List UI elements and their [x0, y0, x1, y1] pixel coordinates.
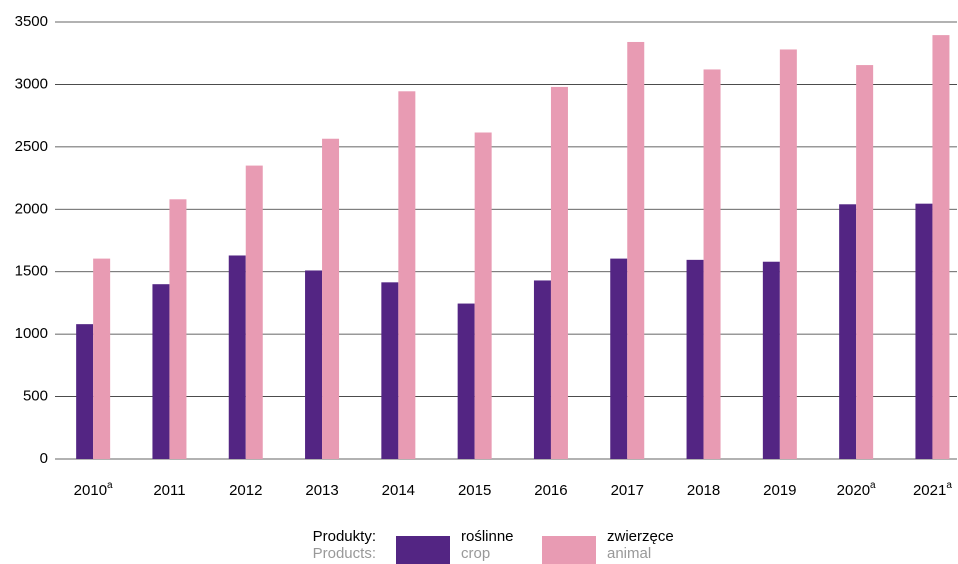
category: 2010	[74, 482, 107, 499]
bar	[610, 258, 628, 459]
x-tick-label: 2020a	[837, 480, 876, 499]
x-tick-label: 2017	[611, 482, 644, 499]
category: 2020	[837, 482, 870, 499]
bar	[457, 303, 475, 459]
x-tick-label: 2018	[687, 482, 720, 499]
bar	[305, 270, 323, 459]
y-tick-label: 2500	[15, 138, 48, 155]
y-tick-label: 0	[40, 450, 48, 467]
bar	[779, 49, 797, 460]
bar	[93, 258, 111, 459]
category: 2012	[229, 482, 262, 499]
y-tick-label: 500	[23, 388, 48, 405]
bar	[533, 280, 551, 459]
category: 2014	[382, 482, 415, 499]
bar	[915, 203, 933, 459]
y-tick-label: 1000	[15, 325, 48, 342]
bar	[932, 35, 950, 460]
x-tick-label: 2014	[382, 482, 415, 499]
bar	[169, 199, 187, 459]
bar	[839, 204, 857, 459]
legend-label-en: crop	[461, 545, 490, 562]
legend-label: roślinne	[461, 528, 514, 545]
bar	[627, 41, 645, 459]
bar	[686, 259, 704, 459]
x-tick-label: 2010a	[74, 480, 113, 499]
bar	[398, 91, 416, 459]
bar	[856, 65, 874, 459]
footnote: a	[946, 480, 952, 491]
bar	[703, 69, 721, 460]
bar	[381, 282, 399, 459]
x-tick-label: 2019	[763, 482, 796, 499]
category: 2011	[153, 482, 185, 499]
bar	[228, 255, 246, 459]
category: 2017	[611, 482, 644, 499]
footnote: a	[870, 480, 876, 491]
bar	[245, 165, 263, 460]
footnote: a	[107, 480, 113, 491]
category: 2015	[458, 482, 491, 499]
category: 2021	[913, 482, 946, 499]
y-tick-label: 1500	[15, 263, 48, 280]
legend-swatch	[396, 536, 450, 564]
category: 2019	[763, 482, 796, 499]
bar	[76, 324, 94, 459]
legend-label: zwierzęce	[607, 528, 674, 545]
y-tick-label: 3000	[15, 75, 48, 92]
y-tick-label: 3500	[15, 13, 48, 30]
legend-title: Produkty:	[313, 528, 376, 545]
x-tick-label: 2021a	[913, 480, 952, 499]
bar	[152, 284, 170, 459]
x-tick-label: 2015	[458, 482, 491, 499]
bar	[322, 138, 340, 459]
x-tick-label: 2012	[229, 482, 262, 499]
category: 2016	[534, 482, 567, 499]
bar	[550, 86, 568, 459]
bar	[762, 261, 780, 459]
x-tick-label: 2016	[534, 482, 567, 499]
legend-title-en: Products:	[313, 545, 376, 562]
category: 2018	[687, 482, 720, 499]
x-tick-label: 2011	[153, 482, 185, 499]
x-tick-label: 2013	[305, 482, 338, 499]
category: 2013	[305, 482, 338, 499]
y-tick-label: 2000	[15, 200, 48, 217]
legend-label-en: animal	[607, 545, 651, 562]
legend-swatch	[542, 536, 596, 564]
bar	[474, 132, 492, 459]
